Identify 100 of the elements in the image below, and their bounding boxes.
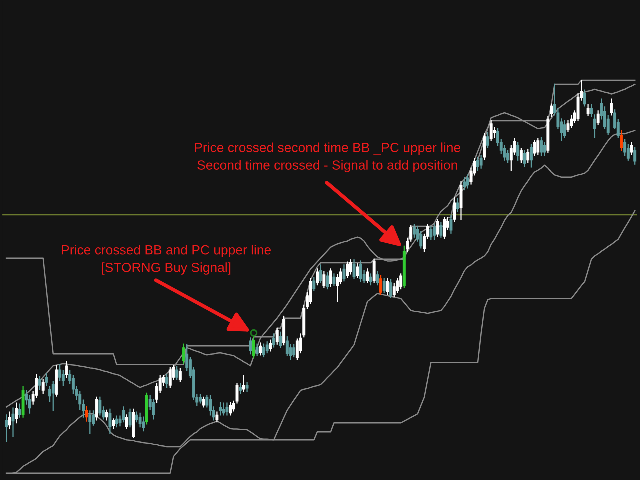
candlestick xyxy=(276,328,279,345)
candlestick xyxy=(550,104,553,118)
candlestick xyxy=(610,98,614,116)
candlestick xyxy=(630,142,634,156)
candlestick xyxy=(95,396,98,421)
candlestick xyxy=(322,271,326,289)
candlestick xyxy=(256,344,259,356)
candlestick xyxy=(386,278,390,296)
candlestick xyxy=(262,344,266,358)
candlestick xyxy=(282,316,286,346)
candlestick xyxy=(483,133,486,160)
candlestick xyxy=(349,260,352,275)
candlestick xyxy=(239,383,242,394)
candlestick xyxy=(332,274,336,286)
candlestick xyxy=(530,144,533,168)
candlestick xyxy=(12,408,15,438)
candlestick xyxy=(178,368,182,382)
candlestick xyxy=(586,104,590,116)
candlestick xyxy=(242,375,246,392)
candlestick xyxy=(346,262,350,278)
candlestick xyxy=(520,148,523,164)
candlestick xyxy=(252,336,256,359)
candlestick xyxy=(272,334,276,348)
candlestick xyxy=(596,110,600,126)
candlestick xyxy=(85,406,88,422)
candlestick xyxy=(466,174,470,189)
candlestick xyxy=(88,410,92,435)
candlestick xyxy=(533,140,536,156)
candlestick xyxy=(226,402,229,416)
candlestick xyxy=(18,404,22,418)
candlestick xyxy=(523,150,526,168)
candlestick xyxy=(412,224,416,238)
candlestick xyxy=(115,416,118,428)
candlestick xyxy=(536,138,540,156)
candlestick xyxy=(98,396,102,416)
candlestick xyxy=(316,268,319,286)
candlestick xyxy=(229,402,232,416)
candlestick xyxy=(583,90,586,107)
candlestick xyxy=(269,340,272,352)
candlestick xyxy=(176,366,179,380)
candlestick xyxy=(476,156,480,172)
candlestick xyxy=(259,342,262,356)
candlestick xyxy=(5,414,8,442)
candlestick xyxy=(540,137,543,156)
candlestick xyxy=(279,332,282,349)
candlestick xyxy=(266,342,269,354)
candlestick xyxy=(456,198,460,212)
candlestick xyxy=(38,376,42,390)
candlestick xyxy=(453,197,456,222)
candlestick xyxy=(219,402,222,416)
candlestick xyxy=(45,373,48,386)
candlestick xyxy=(166,374,169,388)
candlestick xyxy=(376,271,380,286)
candlestick xyxy=(8,412,12,430)
candlestick xyxy=(182,344,186,364)
candlestick xyxy=(52,381,55,412)
candlestick xyxy=(620,130,624,152)
candlestick xyxy=(450,215,453,234)
candlestick xyxy=(319,264,322,284)
candlestick xyxy=(352,260,356,280)
candlestick xyxy=(286,336,289,356)
candlestick xyxy=(112,418,116,430)
candlestick xyxy=(590,104,594,118)
annotation: Price crossed BB and PC upper line [STORNG Buy Signal] xyxy=(62,245,272,275)
candlestick xyxy=(443,217,446,239)
candlestick xyxy=(359,260,362,282)
candlestick xyxy=(292,344,296,358)
candlestick xyxy=(312,277,316,292)
candlestick xyxy=(516,142,520,161)
candlestick xyxy=(246,382,249,392)
candlestick xyxy=(380,275,382,296)
candlestick xyxy=(138,412,142,428)
candlestick xyxy=(216,412,219,423)
annotation: Price crossed second time BB _PC upper line Second time crossed - Signal to add position xyxy=(195,142,461,173)
candlestick xyxy=(168,367,172,388)
candlestick xyxy=(122,406,126,423)
candlestick xyxy=(390,279,393,298)
candlestick xyxy=(202,396,206,408)
candlestick xyxy=(493,127,496,138)
candlestick xyxy=(486,132,490,148)
candlestick xyxy=(42,379,45,394)
candlestick xyxy=(342,264,346,282)
candlestick xyxy=(326,272,330,290)
candlestick xyxy=(366,268,370,284)
candlestick xyxy=(125,414,128,430)
candlestick xyxy=(222,402,226,416)
candlestick xyxy=(142,416,146,432)
candlestick xyxy=(543,142,546,156)
candlestick xyxy=(634,147,637,165)
candlestick xyxy=(430,226,433,240)
candlestick xyxy=(526,148,530,164)
candlestick xyxy=(460,182,463,220)
candlestick xyxy=(372,258,376,284)
candlestick xyxy=(480,155,483,169)
candlestick xyxy=(563,120,566,138)
candlestick xyxy=(490,120,493,142)
candlestick xyxy=(433,224,436,240)
candlestick xyxy=(105,410,108,421)
candlestick xyxy=(436,219,440,238)
candlestick xyxy=(128,408,132,428)
